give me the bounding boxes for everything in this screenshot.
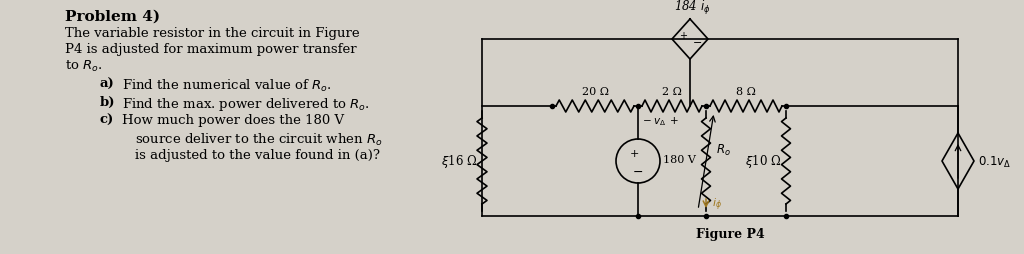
Text: Find the max. power delivered to $R_o$.: Find the max. power delivered to $R_o$.: [122, 96, 370, 113]
Text: 2 Ω: 2 Ω: [663, 87, 682, 97]
Text: P4 is adjusted for maximum power transfer: P4 is adjusted for maximum power transfe…: [65, 43, 356, 56]
Text: 20 Ω: 20 Ω: [582, 87, 608, 97]
Text: 184 $i_\phi$: 184 $i_\phi$: [674, 0, 711, 17]
Text: $\xi$16 Ω: $\xi$16 Ω: [440, 153, 477, 170]
Text: a): a): [100, 78, 115, 91]
Text: −: −: [633, 165, 643, 178]
Text: 180 V: 180 V: [663, 154, 696, 164]
Text: +: +: [630, 148, 639, 158]
Text: to $R_o$.: to $R_o$.: [65, 59, 102, 74]
Text: The variable resistor in the circuit in Figure: The variable resistor in the circuit in …: [65, 27, 359, 40]
Text: $i_\phi$: $i_\phi$: [712, 196, 722, 212]
Text: $-\;v_\Delta\;+$: $-\;v_\Delta\;+$: [642, 115, 679, 127]
Text: $R_o$: $R_o$: [716, 142, 731, 157]
Text: $\xi$10 Ω: $\xi$10 Ω: [744, 153, 781, 170]
Text: Figure P4: Figure P4: [695, 227, 764, 240]
Text: c): c): [100, 114, 115, 126]
Text: $0.1v_\Delta$: $0.1v_\Delta$: [978, 154, 1012, 169]
Text: +: +: [679, 31, 687, 41]
Text: source deliver to the circuit when $R_o$: source deliver to the circuit when $R_o$: [135, 132, 383, 148]
Text: is adjusted to the value found in (a)?: is adjusted to the value found in (a)?: [135, 148, 380, 161]
Text: Problem 4): Problem 4): [65, 10, 160, 24]
Text: −: −: [693, 38, 702, 48]
Text: How much power does the 180 V: How much power does the 180 V: [122, 114, 344, 126]
Text: Find the numerical value of $R_o$.: Find the numerical value of $R_o$.: [122, 78, 332, 94]
Text: b): b): [100, 96, 116, 108]
Text: 8 Ω: 8 Ω: [736, 87, 756, 97]
